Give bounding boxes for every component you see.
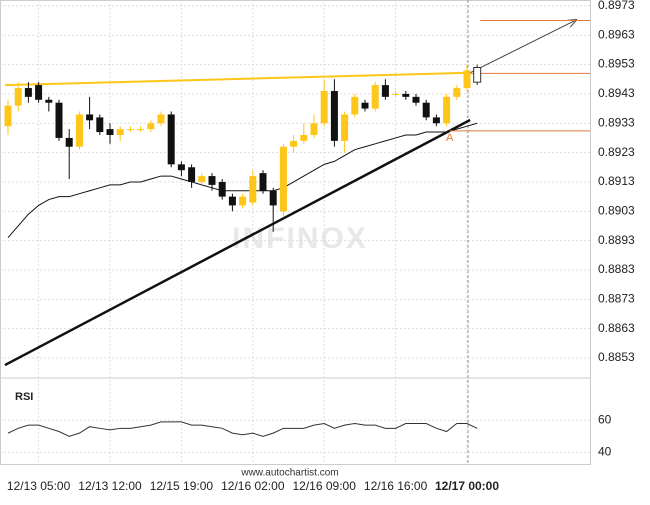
- trendline: [469, 20, 576, 74]
- x-tick-label: 12/15 19:00: [150, 479, 214, 493]
- candle-body: [432, 117, 440, 124]
- candle-body: [300, 134, 308, 141]
- candle-body: [392, 93, 400, 95]
- candle-body: [341, 114, 349, 141]
- pattern-point: A: [446, 132, 454, 144]
- candle-body: [86, 114, 94, 121]
- y-tick-label: 60: [598, 412, 612, 426]
- y-tick-label: 0.8933: [598, 115, 635, 129]
- candle-body: [228, 196, 236, 206]
- watermark: INFINOX: [232, 222, 368, 255]
- footer: www.autochartist.com: [240, 468, 338, 479]
- candle-body: [45, 99, 53, 103]
- y-tick-label: 0.8893: [598, 233, 635, 247]
- candle-body: [269, 190, 277, 206]
- candle-body: [463, 70, 471, 89]
- candle-body: [106, 129, 114, 135]
- candle-body: [126, 129, 134, 131]
- x-tick-label: 12/16 02:00: [221, 479, 285, 493]
- candle-body: [239, 196, 247, 206]
- candle-body: [177, 164, 185, 171]
- candle-body: [35, 85, 43, 100]
- plot-frame: [0, 0, 591, 465]
- candle-body: [147, 123, 155, 130]
- rsi-line: [7, 421, 478, 437]
- candle-body: [381, 85, 389, 97]
- candle-body: [198, 176, 206, 182]
- y-tick-label: 0.8943: [598, 86, 635, 100]
- y-tick-label: 0.8903: [598, 203, 635, 217]
- x-tick-label: 12/17 00:00: [435, 479, 499, 493]
- candle-body: [351, 96, 359, 115]
- x-tick-label: 12/13 12:00: [78, 479, 142, 493]
- candle-body: [96, 117, 104, 133]
- candle-body: [330, 90, 338, 141]
- y-tick-label: 0.8963: [598, 27, 635, 41]
- candle-body: [402, 93, 410, 97]
- candle-body: [75, 114, 83, 147]
- x-tick-label: 12/13 05:00: [7, 479, 71, 493]
- y-tick-label: 0.8923: [598, 145, 635, 159]
- candle-body: [65, 137, 73, 147]
- candle-body: [259, 173, 267, 191]
- y-tick-label: 0.8913: [598, 174, 635, 188]
- moving-average: [7, 122, 478, 239]
- candle-body: [14, 88, 22, 106]
- y-tick-label: 0.8873: [598, 292, 635, 306]
- candle-body: [320, 90, 328, 124]
- candle-body: [249, 176, 257, 203]
- candle-body: [55, 102, 63, 138]
- x-tick-label: 12/16 09:00: [292, 479, 356, 493]
- candle-body: [24, 88, 32, 97]
- rsi-label: RSI: [15, 391, 33, 403]
- x-tick-label: 12/16 16:00: [364, 479, 428, 493]
- trendline: [4, 71, 471, 87]
- y-tick-label: 0.8953: [598, 57, 635, 71]
- candle-body: [188, 167, 196, 182]
- candle-body: [218, 181, 226, 197]
- y-tick-label: 0.8863: [598, 321, 635, 335]
- y-tick-label: 40: [598, 445, 612, 459]
- candle-body: [290, 140, 298, 147]
- candle-body: [208, 176, 216, 185]
- candle-body: [4, 105, 12, 127]
- candle-body: [412, 96, 420, 103]
- candle-body: [310, 123, 318, 135]
- candle-body: [167, 114, 175, 165]
- candle-body: [453, 88, 461, 97]
- candle-body: [422, 102, 430, 118]
- y-tick-label: 0.8853: [598, 350, 635, 364]
- candle-body: [157, 114, 165, 124]
- candle-body: [473, 66, 482, 83]
- candle-body: [279, 146, 287, 212]
- candle-body: [361, 102, 369, 109]
- y-tick-label: 0.8883: [598, 262, 635, 276]
- trendline: [4, 118, 471, 367]
- candle-body: [443, 96, 451, 124]
- candle-body: [137, 129, 145, 131]
- y-tick-label: 0.8973: [598, 0, 635, 12]
- candle-body: [116, 129, 124, 135]
- candle-body: [371, 85, 379, 109]
